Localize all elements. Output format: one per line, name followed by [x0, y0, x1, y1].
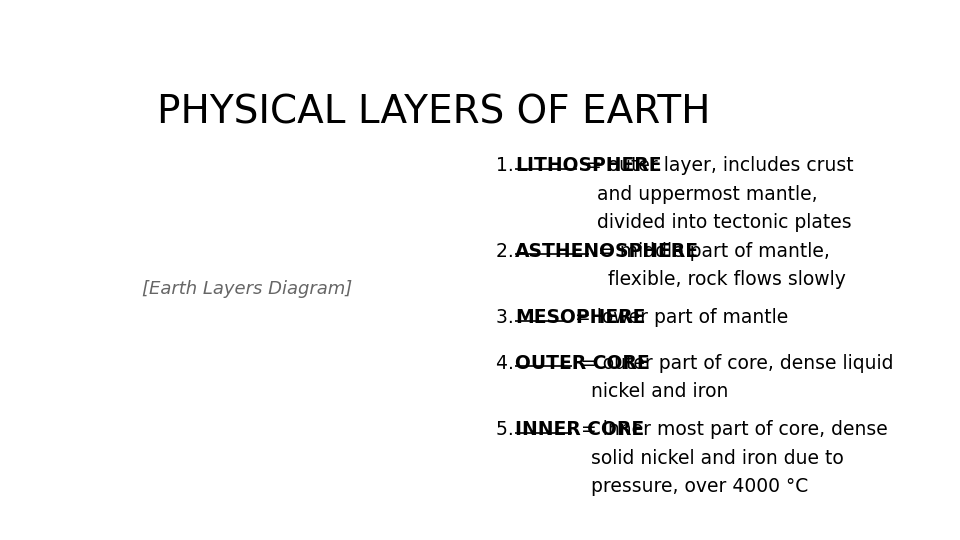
Text: solid nickel and iron due to: solid nickel and iron due to [591, 449, 844, 468]
Text: MESOPHERE: MESOPHERE [516, 308, 645, 327]
Text: 5.: 5. [495, 420, 519, 440]
Text: = middle part of mantle,: = middle part of mantle, [591, 241, 829, 260]
Text: INNER CORE: INNER CORE [516, 420, 644, 440]
Text: LITHOSPHERE: LITHOSPHERE [516, 156, 661, 176]
Text: = lower part of mantle: = lower part of mantle [569, 308, 788, 327]
Text: and uppermost mantle,: and uppermost mantle, [596, 185, 817, 204]
Text: = outer layer, includes crust: = outer layer, includes crust [580, 156, 853, 176]
Text: 3.: 3. [495, 308, 519, 327]
Text: PHYSICAL LAYERS OF EARTH: PHYSICAL LAYERS OF EARTH [157, 94, 710, 132]
Text: pressure, over 4000 °C: pressure, over 4000 °C [591, 477, 808, 496]
Text: divided into tectonic plates: divided into tectonic plates [596, 213, 852, 232]
Text: ASTHENOSPHERE: ASTHENOSPHERE [516, 241, 699, 260]
Text: [Earth Layers Diagram]: [Earth Layers Diagram] [142, 280, 352, 298]
Text: = inner most part of core, dense: = inner most part of core, dense [575, 420, 887, 440]
Text: flexible, rock flows slowly: flexible, rock flows slowly [608, 270, 846, 289]
Text: 4.: 4. [495, 354, 519, 373]
Text: = outer part of core, dense liquid: = outer part of core, dense liquid [575, 354, 893, 373]
Text: OUTER CORE: OUTER CORE [516, 354, 650, 373]
Text: nickel and iron: nickel and iron [591, 382, 729, 401]
Text: 1.: 1. [495, 156, 519, 176]
Text: 2.: 2. [495, 241, 519, 260]
